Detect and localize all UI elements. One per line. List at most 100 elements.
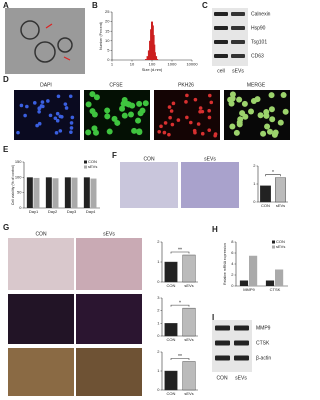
- y-tick-label: 0: [157, 387, 160, 392]
- significance-bracket: [170, 304, 190, 307]
- cell-dot: [48, 113, 53, 118]
- cell-dot: [192, 128, 197, 133]
- lane-label: sEVs: [232, 68, 244, 74]
- band: [234, 325, 249, 331]
- cell-dot: [46, 99, 50, 103]
- migration-image: [181, 162, 239, 208]
- group-label: sEVs: [103, 231, 115, 237]
- migration-image: [120, 162, 178, 208]
- cell-dot: [139, 107, 146, 114]
- cell-dot: [119, 105, 126, 112]
- bar: [275, 269, 284, 286]
- tem-image: [5, 8, 85, 74]
- cell-dot: [37, 106, 41, 111]
- cell-dot: [207, 108, 211, 113]
- x-tick-label: CON: [167, 391, 176, 396]
- significance-bracket: [170, 358, 190, 360]
- y-tick-label: 1: [157, 320, 160, 325]
- band-label: β-actin: [256, 355, 271, 361]
- panel-letter: H: [212, 225, 218, 234]
- x-tick-label: Day1: [29, 209, 39, 214]
- cell-dot: [124, 100, 131, 107]
- x-tick-label: MMP9: [243, 287, 255, 292]
- cell-dot: [168, 115, 172, 120]
- y-tick-label: 15: [105, 28, 110, 33]
- band-label: CTSK: [256, 340, 270, 346]
- x-tick-label: 1000: [168, 62, 178, 67]
- bar: [153, 52, 156, 60]
- bar: [164, 261, 178, 283]
- band-label: Calnexin: [251, 11, 271, 17]
- cell-dot: [69, 126, 74, 130]
- cell-dot: [266, 128, 273, 135]
- x-tick-label: sEVs: [184, 391, 193, 396]
- y-tick-label: 2: [231, 272, 234, 277]
- cell-dot: [268, 106, 275, 113]
- cell-dot: [142, 100, 149, 107]
- cell-dot: [184, 100, 188, 104]
- bar: [164, 323, 178, 337]
- cell-dot: [53, 116, 58, 121]
- x-tick-label: CON: [167, 283, 176, 288]
- panel-letter: C: [202, 1, 208, 10]
- cell-dot: [63, 102, 68, 106]
- group-label: CON: [143, 156, 155, 162]
- panel-letter: E: [3, 145, 9, 154]
- band: [231, 40, 245, 44]
- cell-dot: [271, 131, 278, 138]
- cell-dot: [39, 104, 44, 108]
- y-tick-label: 0: [107, 57, 110, 62]
- cell-dot: [106, 128, 113, 135]
- y-tick-label: 6: [231, 250, 234, 255]
- panel-letter: F: [112, 151, 117, 160]
- band: [215, 355, 230, 361]
- panel-letter: D: [3, 75, 9, 84]
- cell-dot: [198, 109, 202, 114]
- band: [231, 26, 245, 30]
- arrow: [45, 23, 71, 61]
- legend-swatch: [272, 245, 275, 249]
- cell-dot: [269, 116, 276, 123]
- cell-dot: [89, 91, 96, 98]
- band: [214, 40, 228, 44]
- cell-dot: [104, 107, 111, 114]
- cell-dot: [23, 113, 27, 118]
- stain-image: [8, 238, 74, 290]
- stain-image: [76, 348, 142, 396]
- cell-dot: [70, 115, 75, 120]
- significance-label: **: [178, 247, 182, 253]
- band-label: MMP9: [256, 325, 271, 331]
- cell-dot: [127, 111, 134, 118]
- vesicle: [34, 41, 56, 63]
- bar: [260, 185, 271, 203]
- channel-label: DAPI: [40, 82, 52, 88]
- cell-dot: [280, 92, 287, 99]
- cell-dot: [37, 121, 42, 126]
- cell-dot: [200, 131, 205, 136]
- cell-dot: [241, 100, 248, 107]
- bar: [164, 370, 178, 391]
- y-axis-label: Relative mRNA expression: [223, 243, 227, 285]
- cell-dot: [59, 114, 64, 119]
- y-tick-label: 0: [157, 333, 160, 338]
- cell-dot: [19, 103, 24, 108]
- band: [231, 12, 245, 16]
- cell-dot: [135, 117, 142, 124]
- channel-label: PKH26: [178, 82, 194, 88]
- panel-letter: A: [3, 1, 9, 10]
- x-axis-label: Size (d.nm): [142, 67, 163, 72]
- bar: [45, 177, 52, 208]
- cell-dot: [159, 124, 163, 129]
- channel-label: MERGE: [247, 82, 266, 88]
- legend-label: sEVs: [88, 164, 97, 169]
- y-tick-label: 20: [105, 19, 110, 24]
- stain-image: [76, 238, 142, 290]
- y-tick-label: 1: [253, 181, 256, 186]
- cell-dot: [69, 121, 74, 125]
- band: [215, 325, 230, 331]
- lane-label: cell: [217, 68, 225, 74]
- y-tick-label: 25: [105, 9, 110, 14]
- x-tick-label: 10000: [186, 62, 198, 67]
- x-tick-label: 10: [130, 62, 135, 67]
- cell-dot: [162, 130, 167, 135]
